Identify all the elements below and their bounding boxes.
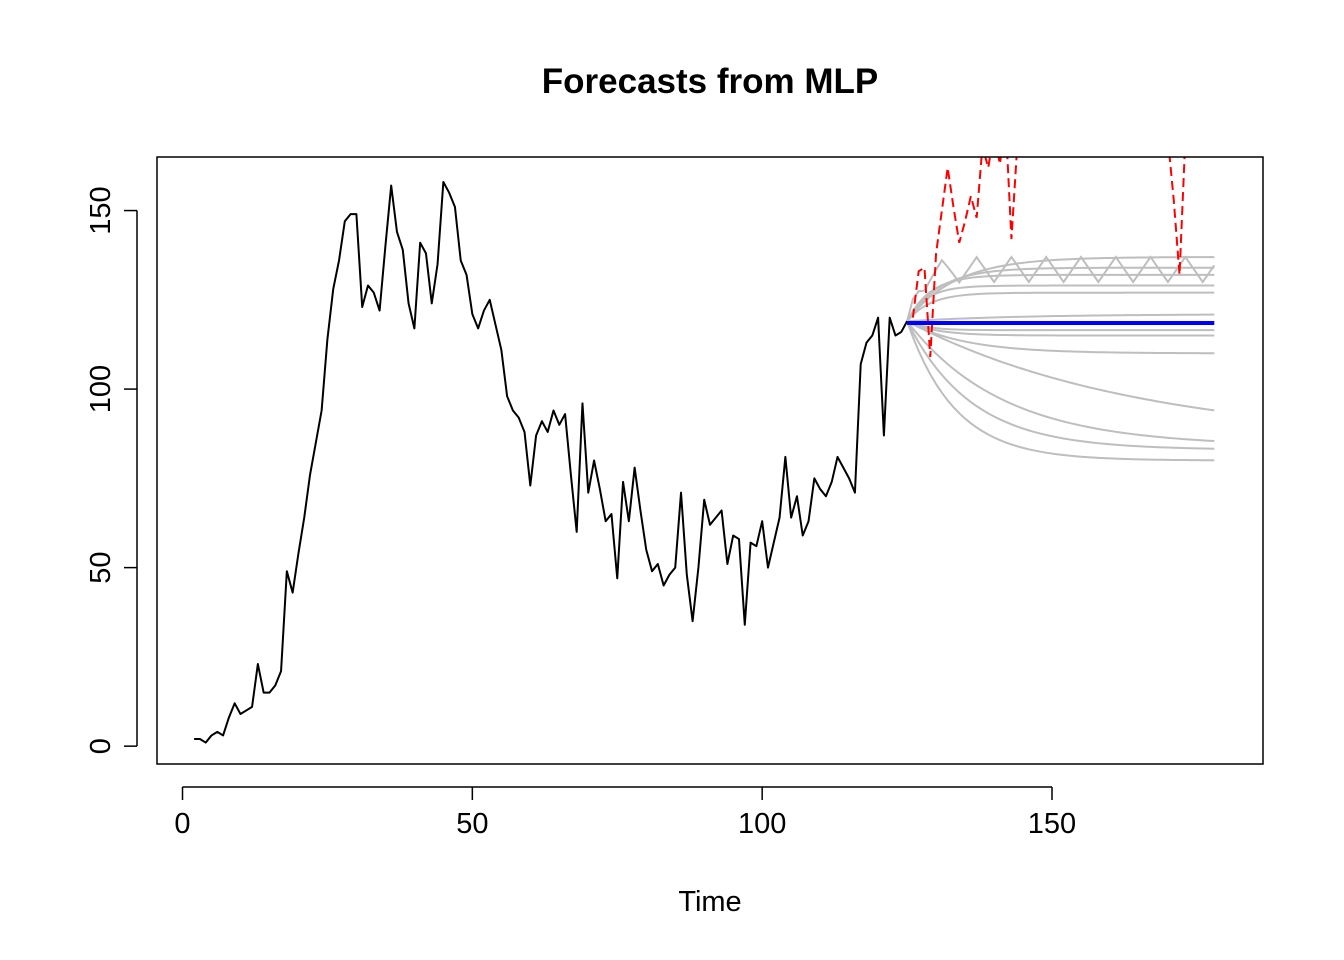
observed-series-line — [194, 180, 908, 744]
simulation-line-14 — [906, 255, 1216, 322]
simulation-line-1 — [906, 320, 1215, 462]
plot-frame — [156, 156, 1264, 765]
x-tick-label-100: 100 — [738, 808, 786, 840]
fitted-line-2 — [1168, 157, 1186, 275]
simulation-line-9 — [906, 291, 1215, 322]
x-axis: 0 50 100 150 — [174, 786, 1076, 840]
x-tick-label-150: 150 — [1028, 808, 1076, 840]
simulation-line-5 — [906, 320, 1215, 355]
chart-title: Forecasts from MLP — [542, 62, 878, 101]
y-tick-label-100: 100 — [85, 365, 117, 413]
simulation-line-10 — [906, 284, 1215, 322]
fitted-line-1 — [911, 157, 1018, 358]
simulation-line-4 — [906, 320, 1215, 412]
y-tick-label-0: 0 — [85, 738, 117, 754]
simulation-line-7 — [906, 320, 1215, 332]
x-tick-label-0: 0 — [174, 808, 190, 840]
simulation-line-3 — [906, 320, 1215, 443]
y-tick-label-150: 150 — [85, 186, 117, 234]
series-layer — [194, 157, 1216, 744]
simulation-line-8 — [907, 313, 1215, 323]
x-axis-label: Time — [678, 886, 741, 918]
simulation-line-2 — [906, 320, 1215, 450]
y-tick-label-50: 50 — [85, 551, 117, 583]
simulation-line-6 — [906, 320, 1215, 337]
y-axis: 0 50 100 150 — [85, 186, 138, 754]
x-tick-label-50: 50 — [456, 808, 488, 840]
simulation-line-13 — [906, 256, 1215, 322]
